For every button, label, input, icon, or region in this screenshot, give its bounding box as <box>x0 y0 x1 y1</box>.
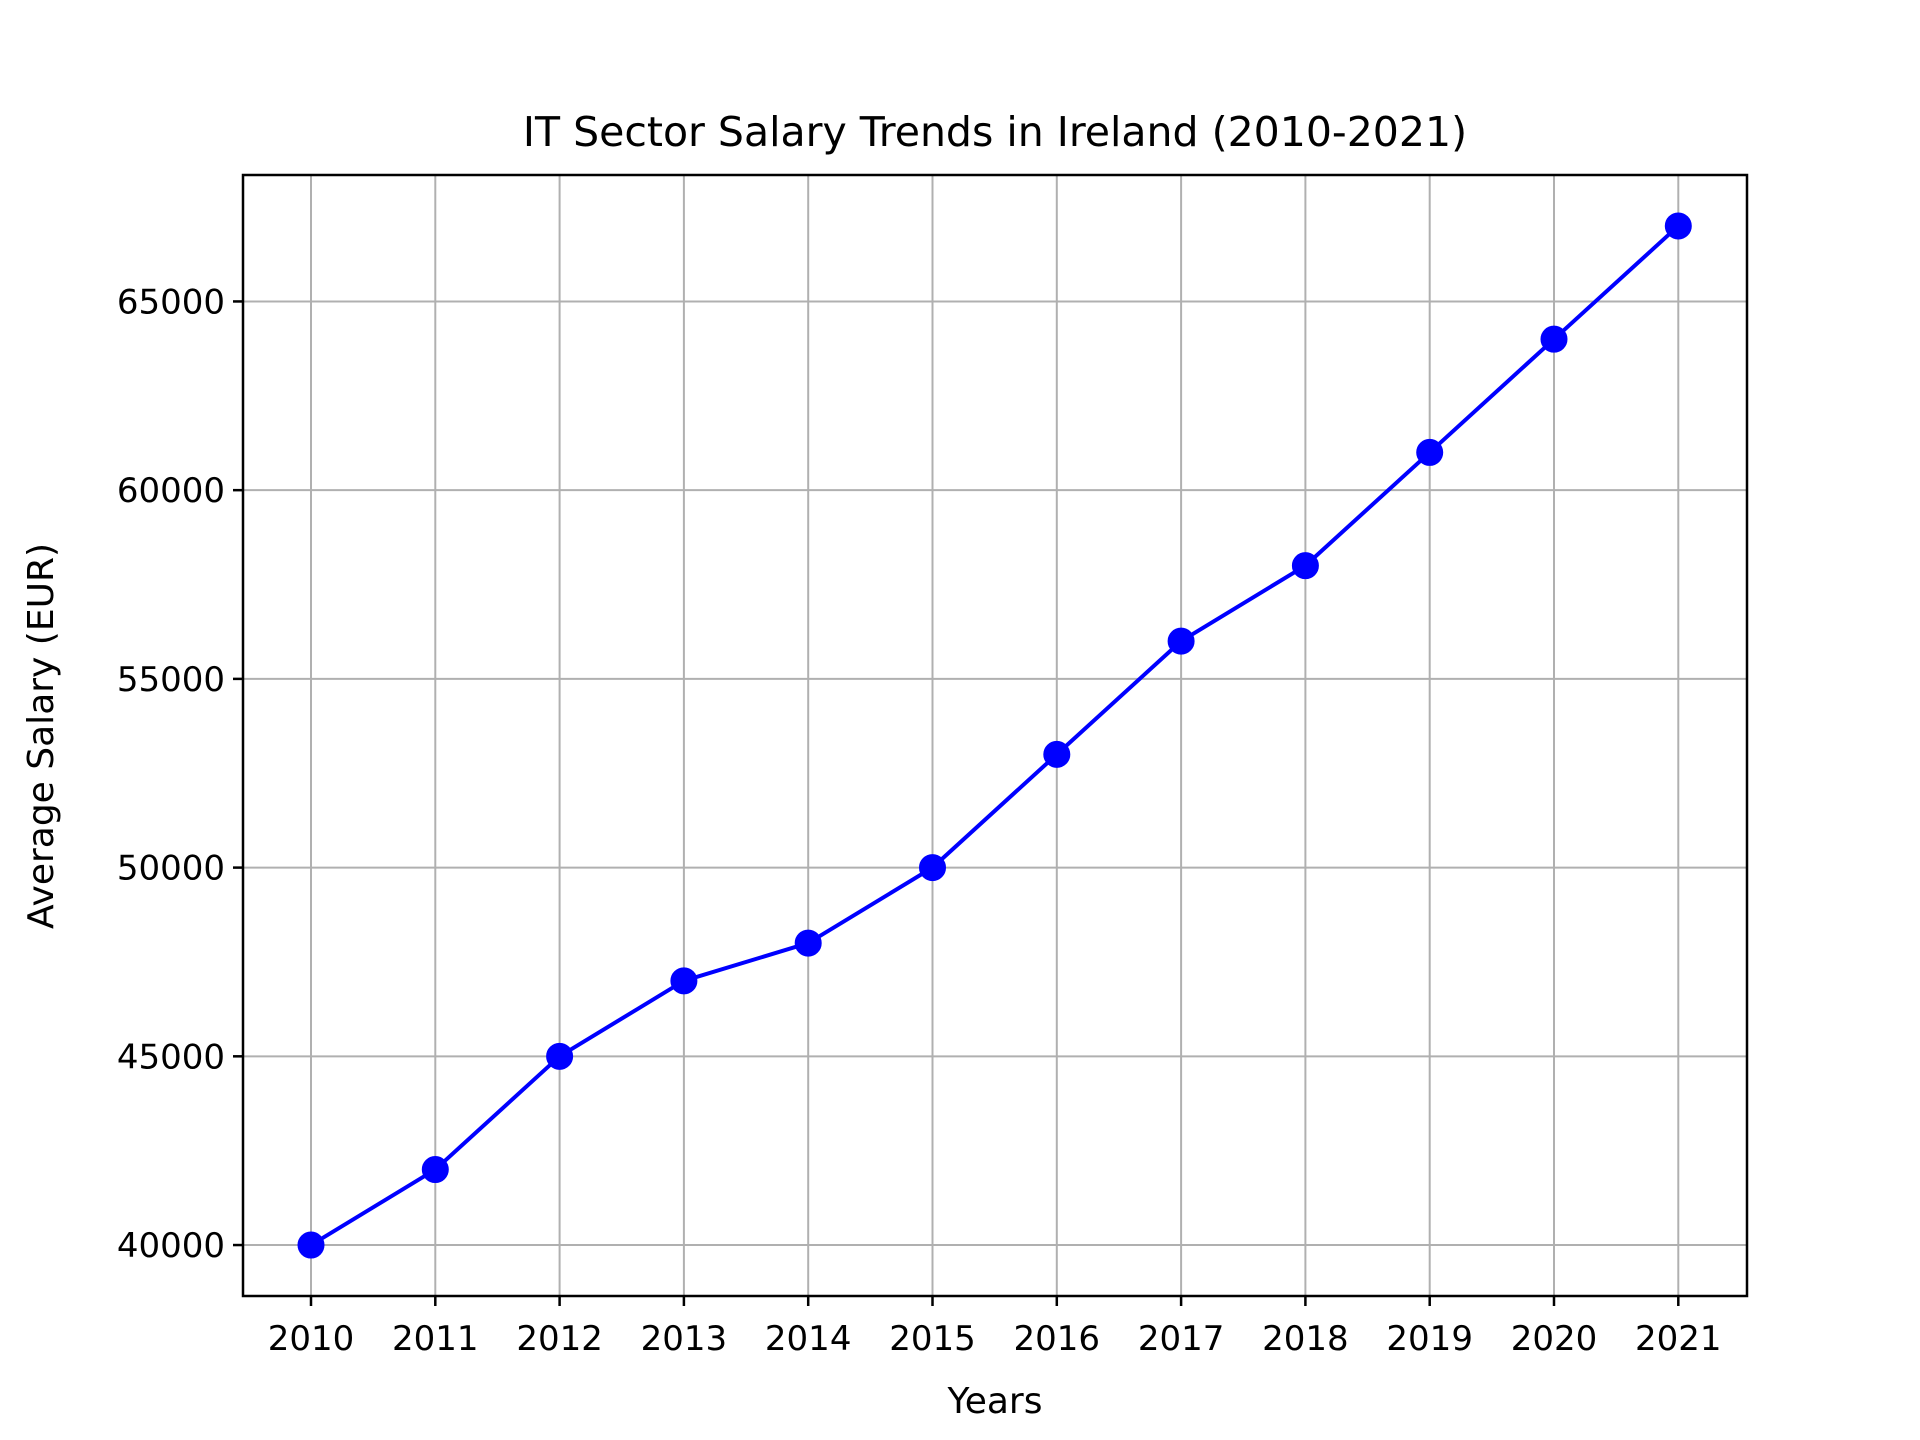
data-point <box>1167 627 1195 655</box>
x-tick-label: 2015 <box>889 1319 976 1359</box>
x-tick-label: 2021 <box>1635 1319 1722 1359</box>
y-axis-label: Average Salary (EUR) <box>21 543 62 929</box>
y-tick-label: 50000 <box>117 849 225 889</box>
y-tick-label: 60000 <box>117 471 225 511</box>
data-point <box>1416 438 1444 466</box>
x-tick-label: 2017 <box>1138 1319 1225 1359</box>
data-point <box>1540 325 1568 353</box>
x-tick-label: 2016 <box>1014 1319 1101 1359</box>
chart-title: IT Sector Salary Trends in Ireland (2010… <box>523 108 1467 156</box>
ticks-layer: 2010 2011 2012 2013 2014 2015 2016 2017 2018 2019… <box>117 282 1722 1359</box>
x-tick-label: 2013 <box>641 1319 728 1359</box>
data-point <box>1291 552 1319 580</box>
x-tick-label: 2014 <box>765 1319 852 1359</box>
data-point <box>1043 740 1071 768</box>
data-point <box>670 967 698 995</box>
series-line <box>309 224 1680 1247</box>
x-tick-label: 2012 <box>516 1319 603 1359</box>
x-tick-label: 2010 <box>268 1319 355 1359</box>
x-tick-label: 2018 <box>1262 1319 1349 1359</box>
grid-layer <box>243 175 1747 1296</box>
data-point <box>297 1231 325 1259</box>
x-tick-label: 2019 <box>1386 1319 1473 1359</box>
y-tick-label: 45000 <box>117 1037 225 1077</box>
y-tick-label: 65000 <box>117 282 225 322</box>
x-tick-label: 2020 <box>1511 1319 1598 1359</box>
x-axis-label: Years <box>947 1381 1043 1422</box>
y-tick-label: 40000 <box>117 1226 225 1266</box>
y-tick-label: 55000 <box>117 660 225 700</box>
series-layer <box>297 212 1692 1259</box>
data-point <box>794 929 822 957</box>
data-point <box>919 854 946 882</box>
x-tick-label: 2011 <box>392 1319 479 1359</box>
data-point <box>421 1156 449 1184</box>
data-point <box>1664 212 1692 240</box>
plot-frame <box>241 173 1749 1298</box>
data-point <box>546 1042 574 1070</box>
